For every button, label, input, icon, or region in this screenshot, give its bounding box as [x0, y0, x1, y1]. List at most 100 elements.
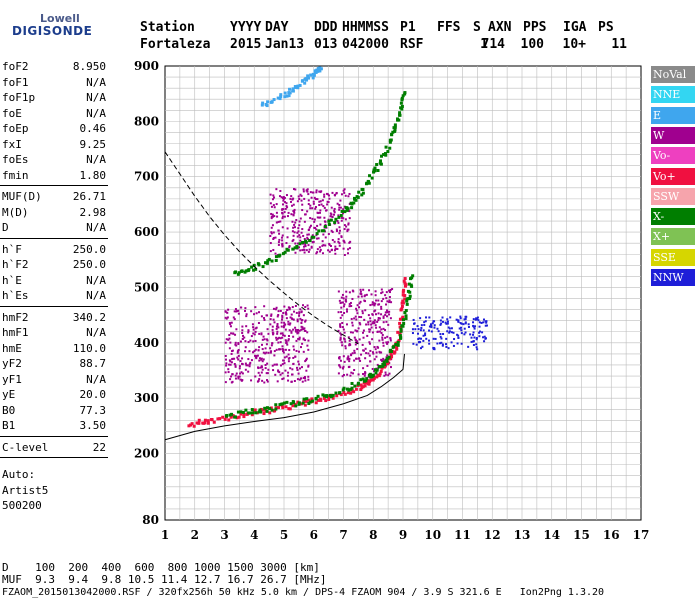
echo-point — [307, 233, 310, 236]
trace-point — [262, 412, 266, 416]
echo-point — [327, 194, 330, 197]
trace-point — [398, 325, 402, 329]
trace-point — [250, 265, 254, 269]
trace-point — [306, 74, 310, 78]
param-value: 9.25 — [79, 137, 107, 151]
header-value: RSF — [400, 37, 424, 52]
echo-point — [253, 350, 256, 353]
echo-point — [460, 326, 463, 329]
trace-point — [322, 229, 326, 233]
echo-point — [258, 359, 261, 362]
echo-point — [324, 223, 327, 226]
param-key: yE — [2, 388, 16, 401]
echo-point — [374, 294, 377, 297]
echo-point — [370, 293, 373, 296]
echo-point — [326, 200, 329, 203]
trace-point — [197, 418, 201, 422]
echo-point — [422, 339, 425, 342]
echo-point — [248, 365, 251, 368]
trace-point — [390, 133, 394, 137]
trace-point — [356, 381, 360, 385]
header-value: 11 — [611, 37, 627, 52]
echo-point — [277, 313, 280, 316]
echo-point — [281, 239, 284, 242]
echo-point — [360, 316, 363, 319]
echo-point — [456, 342, 459, 345]
param-row: hmE 110.0 — [2, 342, 106, 356]
trace-point — [236, 410, 240, 414]
param-value: 110.0 — [72, 341, 106, 355]
echo-point — [269, 250, 272, 253]
echo-point — [263, 305, 266, 308]
echo-point — [382, 344, 385, 347]
param-value: 77.3 — [79, 403, 107, 417]
x-tick-label: 8 — [369, 528, 377, 542]
echo-point — [381, 291, 384, 294]
y-tick-label: 600 — [134, 225, 159, 239]
echo-point — [357, 373, 360, 376]
echo-point — [463, 333, 466, 336]
trace-point — [367, 181, 371, 185]
trace-point — [241, 410, 245, 414]
echo-point — [343, 224, 346, 227]
y-tick-label: 700 — [134, 170, 159, 184]
echo-point — [301, 326, 304, 329]
echo-point — [302, 234, 305, 237]
echo-point — [270, 231, 273, 234]
trace-point — [223, 417, 227, 421]
echo-point — [338, 203, 341, 206]
echo-point — [373, 304, 376, 307]
echo-point — [271, 224, 274, 227]
echo-point — [389, 366, 392, 369]
trace-point — [279, 95, 283, 99]
echo-point — [324, 220, 327, 223]
trace-point — [258, 408, 262, 412]
echo-point — [278, 348, 281, 351]
echo-point — [326, 203, 329, 206]
echo-point — [347, 336, 350, 339]
echo-point — [336, 219, 339, 222]
trace-point — [297, 401, 301, 405]
echo-point — [330, 213, 333, 216]
trace-point — [268, 411, 272, 415]
trace-point — [270, 100, 274, 104]
x-tick-label: 9 — [399, 528, 407, 542]
echo-point — [298, 220, 301, 223]
echo-point — [428, 325, 431, 328]
echo-point — [452, 331, 455, 334]
header-value: 100 — [520, 37, 544, 52]
echo-point — [312, 191, 315, 194]
echo-point — [293, 348, 296, 351]
echo-point — [341, 326, 344, 329]
trace-point — [316, 394, 320, 398]
trace-point — [374, 371, 378, 375]
echo-point — [301, 228, 304, 231]
echo-point — [272, 231, 275, 234]
echo-point — [388, 301, 391, 304]
echo-point — [342, 217, 345, 220]
trace-point — [296, 84, 300, 88]
trace-point — [316, 398, 320, 402]
echo-point — [324, 236, 327, 239]
param-key: foEp — [2, 122, 29, 135]
trace-point — [352, 390, 356, 394]
echo-point — [254, 339, 257, 342]
echo-point — [339, 316, 342, 319]
echo-point — [363, 318, 366, 321]
echo-point — [270, 350, 273, 353]
echo-point — [288, 329, 291, 332]
echo-point — [354, 329, 357, 332]
trace-point — [404, 309, 408, 313]
trace-point — [359, 378, 363, 382]
echo-point — [361, 312, 364, 315]
echo-point — [281, 363, 284, 366]
echo-point — [389, 288, 392, 291]
header-label: Station — [140, 20, 195, 35]
legend-item: Vo- — [651, 147, 695, 165]
y-tick-label: 300 — [134, 391, 159, 405]
trace-point — [192, 424, 196, 428]
echo-point — [285, 242, 288, 245]
echo-point — [378, 303, 381, 306]
param-row: yE 20.0 — [2, 388, 106, 402]
